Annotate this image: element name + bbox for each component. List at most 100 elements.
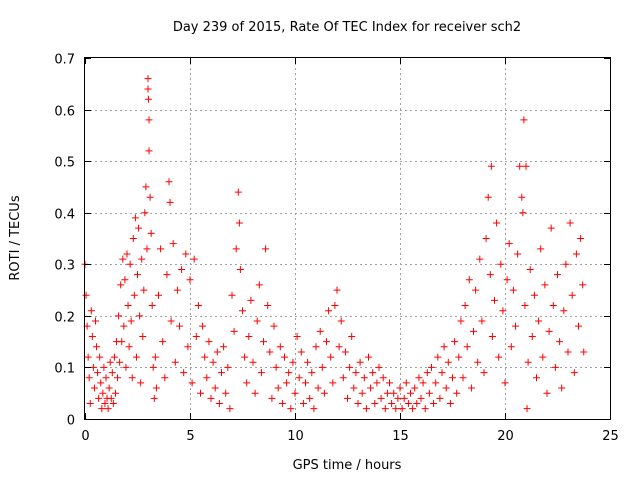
data-point	[564, 348, 572, 356]
data-point	[249, 358, 257, 366]
data-point	[505, 240, 513, 248]
data-point	[430, 400, 438, 408]
y-axis-label: ROTI / TECUs	[8, 195, 23, 280]
data-point	[394, 394, 402, 402]
data-point	[530, 291, 538, 299]
data-point	[235, 219, 243, 227]
data-point	[318, 363, 326, 371]
data-point	[493, 219, 501, 227]
data-point	[367, 384, 375, 392]
data-point	[461, 302, 469, 310]
data-point	[86, 400, 94, 408]
data-point	[226, 405, 234, 413]
data-point	[570, 369, 578, 377]
y-tick-label: 0.5	[54, 156, 75, 171]
data-point	[207, 394, 215, 402]
data-point	[373, 379, 381, 387]
data-point	[111, 389, 119, 397]
data-point	[131, 214, 139, 222]
data-point	[262, 245, 270, 253]
data-point	[348, 332, 356, 340]
data-point	[381, 405, 389, 413]
data-point	[285, 369, 293, 377]
data-point	[150, 394, 158, 402]
data-point	[314, 384, 322, 392]
data-point	[566, 219, 574, 227]
data-point	[176, 322, 183, 330]
data-point	[329, 379, 337, 387]
data-point	[572, 250, 580, 258]
data-point	[455, 353, 463, 361]
data-point	[132, 353, 140, 361]
data-point	[497, 260, 505, 268]
data-point	[151, 353, 159, 361]
data-point	[425, 389, 433, 397]
data-point	[558, 384, 566, 392]
data-point	[119, 255, 127, 263]
data-point	[436, 394, 444, 402]
data-point	[444, 358, 452, 366]
data-point	[526, 265, 534, 273]
data-point	[199, 322, 207, 330]
data-point	[528, 332, 536, 340]
data-point	[125, 343, 133, 351]
data-point	[518, 193, 526, 201]
data-point	[169, 240, 177, 248]
data-point	[266, 348, 274, 356]
data-point	[432, 379, 440, 387]
data-point	[243, 379, 251, 387]
data-point	[491, 296, 498, 304]
data-point	[344, 394, 351, 402]
data-point	[88, 332, 96, 340]
data-point	[94, 369, 102, 377]
data-point	[205, 338, 213, 346]
data-point	[190, 255, 198, 263]
data-point	[478, 317, 486, 325]
data-point	[423, 369, 431, 377]
data-point	[218, 369, 225, 377]
data-point	[102, 374, 110, 382]
data-point	[360, 374, 368, 382]
data-point	[138, 255, 146, 263]
data-point	[487, 162, 495, 170]
data-point	[539, 353, 547, 361]
data-point	[120, 322, 128, 330]
data-point	[257, 369, 265, 377]
data-point	[213, 348, 221, 356]
data-point	[178, 265, 186, 273]
data-point	[331, 302, 339, 310]
data-point	[356, 358, 364, 366]
data-point	[166, 198, 174, 206]
data-point	[377, 394, 385, 402]
data-point	[155, 291, 162, 299]
data-point	[173, 286, 181, 294]
data-point	[127, 317, 135, 325]
data-point	[143, 245, 151, 253]
data-point	[97, 379, 105, 387]
data-point	[383, 389, 391, 397]
data-point	[104, 405, 112, 413]
data-point	[228, 291, 236, 299]
y-tick-label: 0.7	[54, 53, 75, 68]
data-point	[350, 384, 358, 392]
data-point	[126, 260, 134, 268]
data-point	[274, 384, 282, 392]
data-point	[554, 271, 561, 279]
data-point	[90, 384, 98, 392]
data-point	[358, 389, 366, 397]
data-point	[459, 374, 467, 382]
data-point	[122, 363, 130, 371]
data-point	[281, 353, 288, 361]
data-point	[449, 374, 456, 382]
data-point	[388, 400, 396, 408]
data-point	[533, 374, 540, 382]
data-point	[165, 178, 173, 186]
data-point	[365, 353, 372, 361]
data-point	[521, 302, 529, 310]
x-tick-label: 25	[602, 429, 619, 444]
data-point	[375, 363, 383, 371]
data-point	[327, 353, 335, 361]
y-tick-label: 0.2	[54, 311, 75, 326]
data-point	[289, 358, 297, 366]
points-layer	[81, 75, 588, 413]
